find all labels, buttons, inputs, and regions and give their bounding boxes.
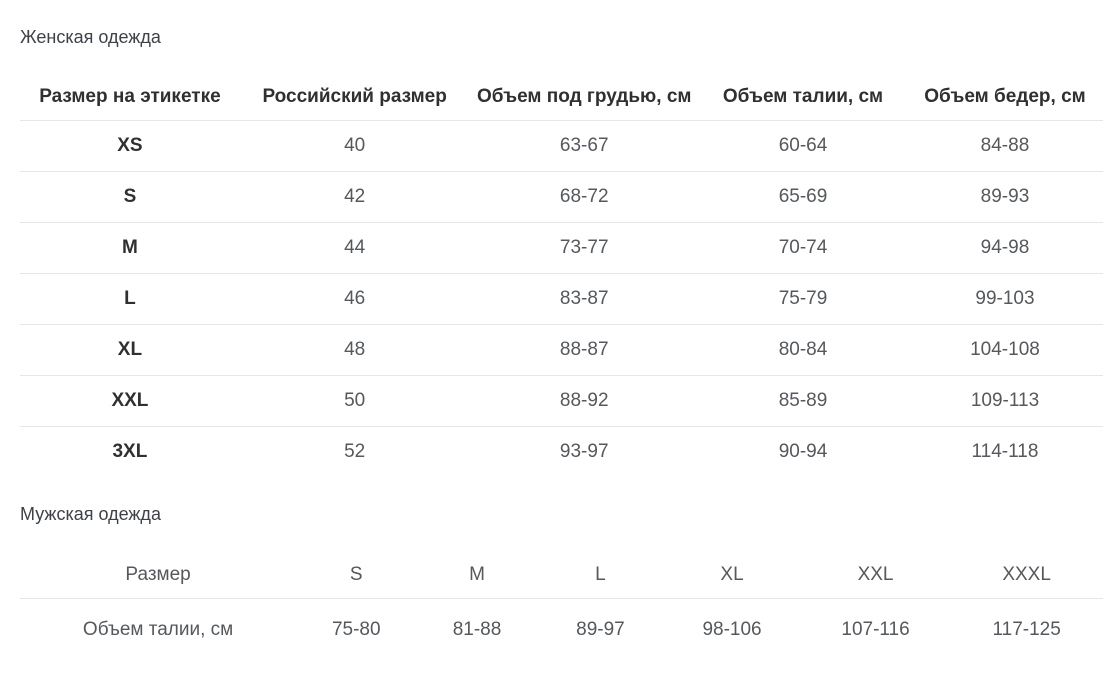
column-header-m: M [416,551,538,599]
table-row-3xl: 3XL 52 93-97 90-94 114-118 [20,427,1103,478]
cell-waist: 80-84 [699,324,907,376]
cell-hips: 84-88 [906,120,1103,172]
column-header-russian-size: Российский размер [239,74,470,121]
cell-waist: 85-89 [699,375,907,427]
cell-hips: 94-98 [906,222,1103,274]
women-table-header-row: Размер на этикетке Российский размер Объ… [20,74,1103,121]
cell-waist: 90-94 [778,441,828,462]
table-row-l: L 46 83-87 75-79 99-103 [20,273,1103,325]
column-header-size-label: Размер на этикетке [20,74,240,121]
cell-size: M [20,222,240,274]
cell-waist-m: 81-88 [452,618,502,640]
table-row-xs: XS 40 63-67 60-64 84-88 [20,120,1103,172]
men-table-header-row: Размер S M L XL XXL XXXL [20,551,1103,599]
table-row-xl: XL 48 88-87 80-84 104-108 [20,324,1103,376]
table-row-xxl: XXL 50 88-92 85-89 109-113 [20,375,1103,427]
cell-size: XS [20,120,240,172]
cell-waist-s: 75-80 [331,618,381,640]
cell-russian-size: 42 [239,171,470,223]
cell-russian-size: 46 [239,273,470,325]
cell-hips: 114-118 [971,441,1039,462]
column-header-waist: Объем талии, см [699,74,907,121]
cell-russian-size: 50 [239,375,470,427]
cell-russian-size: 40 [239,120,470,172]
cell-underbust: 68-72 [469,171,700,223]
men-section-title: Мужская одежда [20,504,161,524]
men-size-table: Размер S M L XL XXL XXXL Объем талии, см… [20,551,1103,660]
cell-size: L [20,273,240,325]
cell-underbust: 63-67 [469,120,700,172]
cell-waist: 60-64 [699,120,907,172]
cell-hips: 99-103 [906,273,1103,325]
women-section-title: Женская одежда [20,27,161,47]
cell-underbust: 88-87 [469,324,700,376]
cell-waist-xxl: 107-116 [841,618,910,640]
cell-waist-xl: 98-106 [702,618,762,640]
cell-size: XL [20,324,240,376]
cell-underbust: 83-87 [469,273,700,325]
table-row-waist: Объем талии, см 75-80 81-88 89-97 98-106… [20,599,1103,661]
women-section: Женская одежда Размер на этикетке Россий… [20,26,1103,477]
column-header-hips: Объем бедер, см [906,74,1103,121]
cell-waist: 70-74 [699,222,907,274]
cell-russian-size: 52 [344,441,366,462]
column-header-s: S [296,551,417,599]
cell-underbust: 73-77 [469,222,700,274]
cell-waist: 65-69 [699,171,907,223]
cell-underbust: 88-92 [469,375,700,427]
cell-row-label: Объем талии, см [82,618,234,640]
column-header-xl: XL [663,551,801,599]
column-header-xxl: XXL [800,551,951,599]
cell-size: S [20,171,240,223]
table-row-s: S 42 68-72 65-69 89-93 [20,171,1103,223]
column-header-underbust: Объем под грудью, см [469,74,700,121]
cell-underbust: 93-97 [559,441,609,462]
column-header-xxxl: XXXL [950,551,1103,599]
cell-waist-l: 89-97 [576,618,625,640]
cell-size: 3XL [112,441,148,462]
cell-hips: 109-113 [906,375,1103,427]
cell-waist: 75-79 [699,273,907,325]
cell-russian-size: 44 [239,222,470,274]
table-row-m: M 44 73-77 70-74 94-98 [20,222,1103,274]
cell-waist-xxxl: 117-125 [992,618,1061,640]
men-section: Мужская одежда Размер S M L XL XXL XXXL … [20,503,1103,660]
cell-size: XXL [20,375,240,427]
cell-hips: 89-93 [906,171,1103,223]
column-header-l: L [537,551,664,599]
women-size-table: Размер на этикетке Российский размер Объ… [20,74,1103,477]
cell-russian-size: 48 [239,324,470,376]
column-header-size: Размер [20,551,297,599]
cell-hips: 104-108 [906,324,1103,376]
